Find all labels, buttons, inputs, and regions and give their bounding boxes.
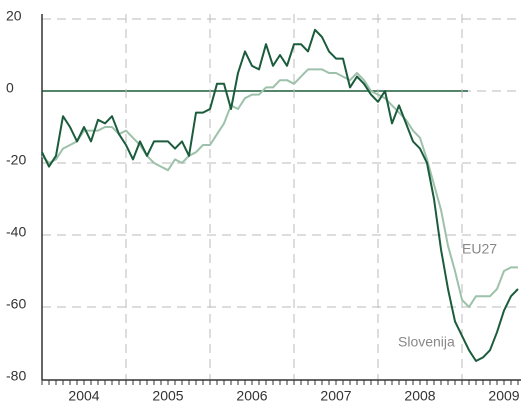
x-tick-label: 2004 — [68, 388, 99, 404]
y-tick-label: 0 — [6, 80, 14, 96]
series-label: EU27 — [462, 241, 497, 257]
y-tick-label: 20 — [6, 8, 22, 24]
x-tick-label: 2009 — [488, 388, 519, 404]
y-tick-label: -40 — [6, 224, 26, 240]
series-line — [41, 28, 519, 362]
x-tick-label: 2005 — [152, 388, 183, 404]
x-tick-label: 2006 — [236, 388, 267, 404]
y-tick-label: -60 — [6, 296, 26, 312]
y-tick-label: -20 — [6, 152, 26, 168]
x-tick-label: 2008 — [404, 388, 435, 404]
y-tick-label: -80 — [6, 368, 26, 384]
series-line — [41, 68, 518, 308]
x-tick-label: 2007 — [320, 388, 351, 404]
series-label: Slovenija — [398, 334, 455, 350]
